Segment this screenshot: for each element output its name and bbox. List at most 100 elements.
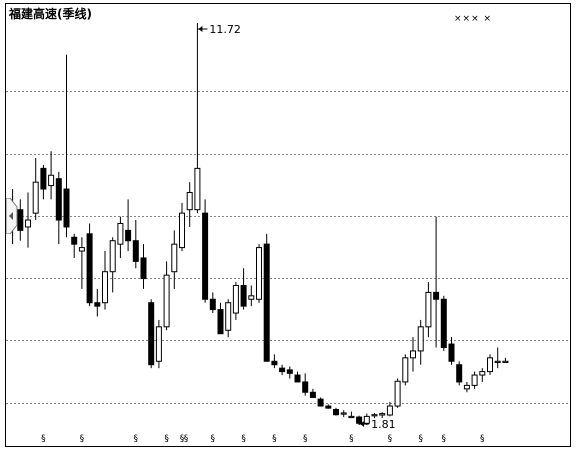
candle[interactable] [448, 337, 455, 365]
candle[interactable] [371, 412, 378, 419]
candle[interactable] [417, 319, 424, 365]
candle-body-up [386, 405, 393, 416]
candle[interactable] [263, 233, 270, 362]
candle[interactable] [163, 261, 170, 331]
candle-body-down [94, 302, 101, 307]
x-tick-mark: § [211, 434, 216, 444]
candle-body-down [271, 360, 278, 366]
candle[interactable] [433, 216, 440, 348]
candle[interactable] [402, 354, 409, 386]
candle[interactable] [440, 295, 447, 351]
candle[interactable] [171, 230, 178, 289]
candle[interactable] [71, 233, 78, 258]
candle[interactable] [363, 413, 370, 425]
x-tick-mark: § [388, 434, 393, 444]
high-arrow-icon [198, 26, 203, 32]
candle[interactable] [348, 411, 355, 419]
candle[interactable] [471, 371, 478, 389]
candle-body-up [225, 302, 232, 331]
candle-body-up [186, 191, 193, 211]
candle[interactable] [40, 164, 47, 200]
candle[interactable] [317, 397, 324, 407]
candle[interactable] [209, 292, 216, 314]
candle[interactable] [386, 401, 393, 417]
candle[interactable] [217, 302, 224, 335]
candle[interactable] [240, 268, 247, 310]
candle-body-up [471, 374, 478, 386]
candle[interactable] [117, 216, 124, 258]
scroll-left-tab-icon[interactable] [6, 198, 18, 234]
candle-body-down [17, 209, 24, 231]
candle-body-down [263, 243, 270, 362]
candle[interactable] [32, 158, 39, 221]
candle-body-up [179, 212, 185, 249]
candle[interactable] [25, 192, 31, 248]
candle[interactable] [17, 199, 24, 241]
candle[interactable] [425, 282, 432, 338]
candle[interactable] [479, 368, 486, 382]
x-tick-mark: § [184, 434, 189, 444]
candle-body-up [109, 240, 116, 273]
candle-body-up [371, 414, 378, 417]
candle-body-down [333, 408, 339, 416]
candle[interactable] [48, 151, 55, 200]
candle[interactable] [186, 182, 193, 227]
candle[interactable] [463, 381, 470, 393]
candle[interactable] [379, 412, 386, 419]
candle[interactable] [86, 223, 93, 307]
x-tick-mark: § [480, 434, 485, 444]
candle[interactable] [179, 202, 185, 252]
candle-body-down [356, 416, 363, 424]
candle-body-down [433, 291, 440, 300]
candle[interactable] [256, 244, 262, 303]
candle[interactable] [333, 407, 339, 416]
candle[interactable] [63, 54, 70, 238]
candle[interactable] [456, 361, 463, 386]
candle[interactable] [132, 220, 139, 269]
candle[interactable] [194, 23, 201, 214]
x-tick-mark: § [272, 434, 277, 444]
candle-body-up [248, 295, 255, 300]
candle[interactable] [302, 373, 309, 396]
candle-body-down [302, 381, 309, 393]
x-tick-mark: § [349, 434, 354, 444]
candle[interactable] [340, 410, 347, 418]
candle[interactable] [309, 388, 316, 398]
candle[interactable] [94, 288, 101, 317]
candle-body-up [394, 380, 401, 407]
candle-body-up [348, 415, 355, 419]
candle[interactable] [325, 404, 332, 409]
candle[interactable] [502, 357, 509, 363]
x-tick-mark: § [41, 434, 46, 444]
candle[interactable] [109, 237, 116, 293]
candle[interactable] [125, 199, 132, 252]
candle[interactable] [410, 337, 416, 372]
candle-body-up [340, 412, 347, 415]
candle[interactable] [394, 378, 401, 408]
candle[interactable] [294, 371, 301, 383]
candle[interactable] [140, 244, 147, 289]
candle-body-down [209, 298, 216, 311]
candle[interactable] [356, 415, 363, 425]
candle[interactable] [55, 171, 62, 245]
candle[interactable] [232, 282, 239, 320]
candle[interactable] [286, 366, 293, 379]
candle-body-down [86, 233, 93, 304]
candle[interactable] [155, 319, 162, 369]
candle[interactable] [487, 354, 493, 376]
candle[interactable] [225, 299, 232, 338]
candle[interactable] [494, 347, 501, 369]
candle-body-down [240, 284, 247, 307]
candle-body-up [487, 357, 493, 373]
candle-body-down [309, 391, 316, 398]
candle[interactable] [271, 354, 278, 369]
candle[interactable] [248, 285, 255, 307]
candle[interactable] [202, 199, 209, 303]
candle[interactable] [78, 237, 85, 289]
candle[interactable] [279, 364, 286, 376]
candle-body-down [148, 302, 155, 366]
candle[interactable] [102, 251, 108, 310]
candle[interactable] [148, 299, 155, 369]
x-tick-mark: § [303, 434, 308, 444]
